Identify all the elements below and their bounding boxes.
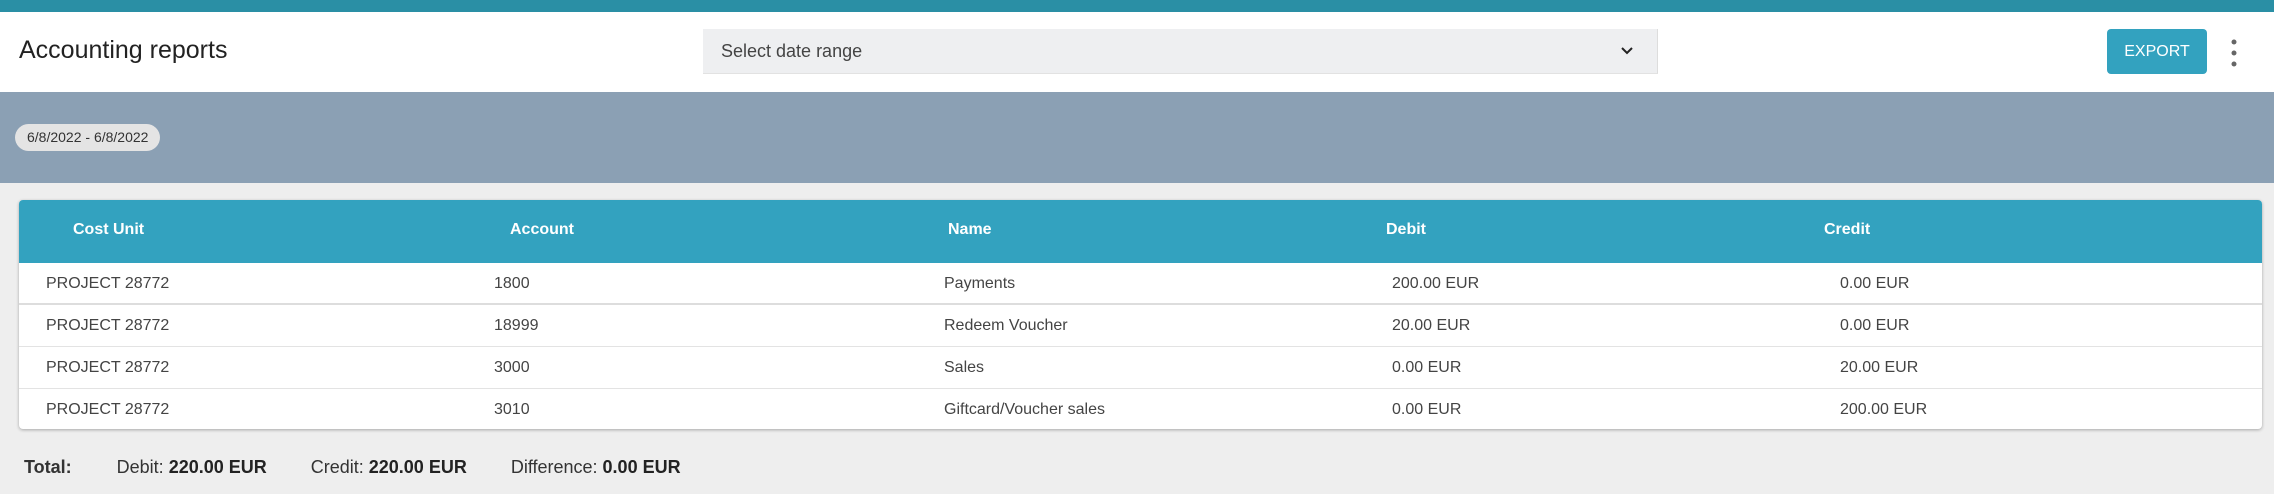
total-debit-label: Debit:: [116, 457, 164, 477]
column-header-name[interactable]: Name: [948, 221, 992, 238]
filter-band: 6/8/2022 - 6/8/2022: [0, 92, 2274, 183]
cell-debit: 0.00 EUR: [1392, 401, 1462, 418]
table-row[interactable]: PROJECT 28772 3000 Sales 0.00 EUR 20.00 EUR: [19, 347, 2262, 389]
cell-credit: 0.00 EUR: [1840, 275, 1910, 292]
cell-name: Payments: [944, 275, 1016, 292]
column-header-credit[interactable]: Credit: [1824, 221, 1871, 238]
totals-label: Total:: [24, 457, 72, 477]
date-range-placeholder: Select date range: [721, 41, 863, 61]
total-debit-value: 220.00 EUR: [168, 457, 267, 477]
cell-cost-unit: PROJECT 28772: [46, 359, 170, 376]
cell-name: Giftcard/Voucher sales: [944, 401, 1105, 418]
cell-account: 3000: [494, 359, 530, 376]
cell-account: 1800: [494, 275, 530, 292]
column-header-cost-unit[interactable]: Cost Unit: [73, 221, 145, 238]
cell-credit: 200.00 EUR: [1840, 401, 1928, 418]
table-row[interactable]: PROJECT 28772 3010 Giftcard/Voucher sales 0…: [19, 389, 2262, 429]
cell-cost-unit: PROJECT 28772: [46, 275, 170, 292]
cell-credit: 20.00 EUR: [1840, 359, 1919, 376]
cell-account: 3010: [494, 401, 530, 418]
column-header-account[interactable]: Account: [510, 221, 574, 238]
cell-cost-unit: PROJECT 28772: [46, 401, 170, 418]
cell-account: 18999: [494, 317, 539, 334]
cell-credit: 0.00 EUR: [1840, 317, 1910, 334]
column-header-debit[interactable]: Debit: [1386, 221, 1426, 238]
page-header: Accounting reports Select date range EXP…: [0, 12, 2274, 92]
cell-debit: 200.00 EUR: [1392, 275, 1480, 292]
cell-debit: 0.00 EUR: [1392, 359, 1462, 376]
export-button[interactable]: EXPORT: [2107, 29, 2207, 74]
table-header: Cost Unit Account Name Debit Credit: [19, 200, 2262, 263]
top-accent-bar: [0, 0, 2274, 12]
total-credit-label: Credit:: [310, 457, 364, 477]
page-title: Accounting reports: [19, 36, 228, 64]
report-table: Cost Unit Account Name Debit Credit PROJ…: [19, 200, 2262, 429]
difference-value: 0.00 EUR: [602, 457, 681, 477]
total-credit-value: 220.00 EUR: [368, 457, 467, 477]
date-range-chip[interactable]: 6/8/2022 - 6/8/2022: [15, 124, 161, 151]
cell-name: Redeem Voucher: [944, 317, 1068, 334]
difference-label: Difference:: [510, 457, 598, 477]
more-vertical-icon[interactable]: [2228, 38, 2240, 68]
cell-name: Sales: [944, 359, 985, 376]
date-range-select[interactable]: Select date range: [703, 29, 1658, 74]
table-row[interactable]: PROJECT 28772 1800 Payments 200.00 EUR 0.00 …: [19, 263, 2262, 305]
cell-cost-unit: PROJECT 28772: [46, 317, 170, 334]
table-row[interactable]: PROJECT 28772 18999 Redeem Voucher 20.00 EU…: [19, 305, 2262, 347]
chevron-down-icon: [1621, 47, 1633, 55]
cell-debit: 20.00 EUR: [1392, 317, 1471, 334]
totals-bar: Total: Debit: 220.00 EUR Credit: 220.00 …: [24, 457, 681, 478]
